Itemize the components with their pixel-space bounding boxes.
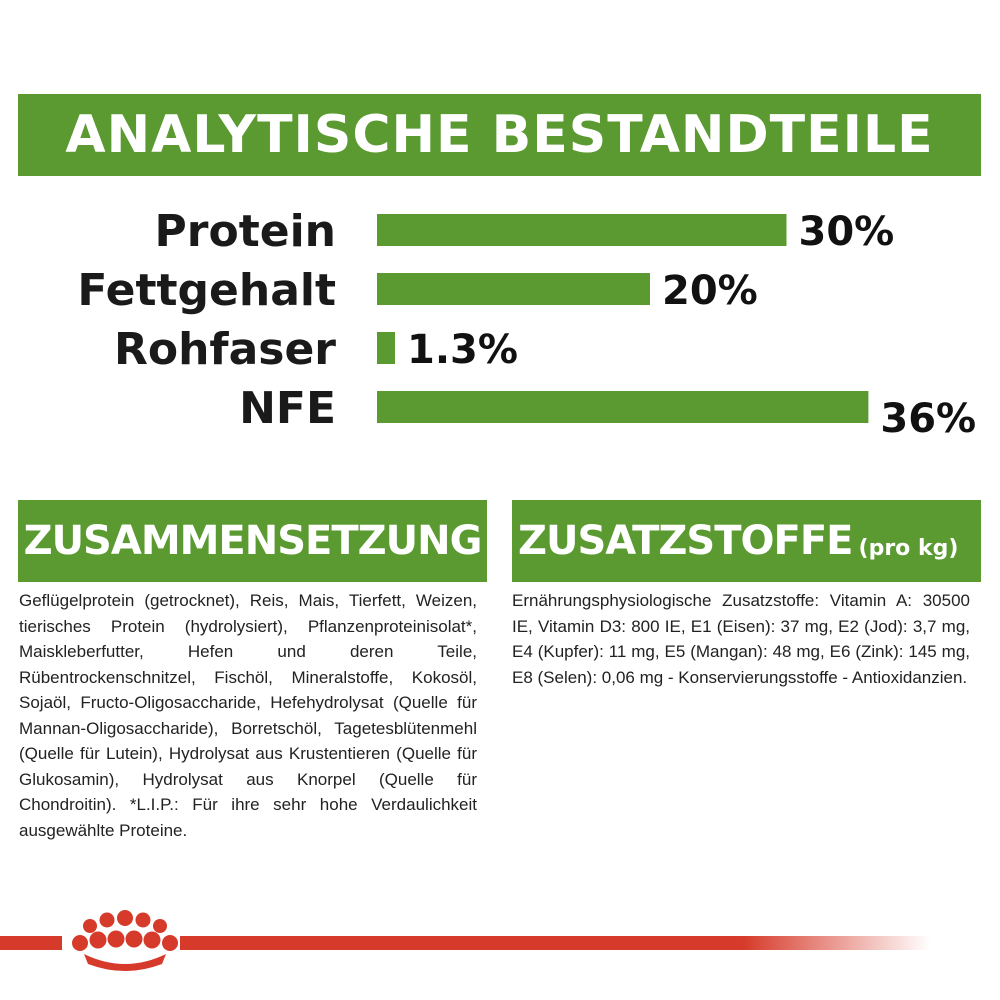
footer-line-left (0, 936, 62, 950)
composition-heading: ZUSAMMENSETZUNG (23, 518, 483, 564)
bar-nfe (377, 391, 869, 423)
category-label-fettgehalt: Fettgehalt (77, 265, 336, 316)
additives-heading: ZUSATZSTOFFE (518, 518, 854, 564)
additives-text: Ernährungsphysiologische Zusatzstoffe: V… (512, 591, 970, 687)
nutrient-bar-chart: Protein 30% Fettgehalt 20% Rohfaser 1.3% NFE 36… (77, 206, 976, 442)
composition-text: Geflügelprotein (getrocknet), Reis, Mais… (19, 591, 477, 840)
bar-fettgehalt (377, 273, 650, 305)
value-label-nfe: 36% (880, 396, 976, 442)
value-label-rohfaser: 1.3% (407, 327, 518, 373)
additives-heading-sub: (pro kg) (858, 535, 959, 561)
category-label-nfe: NFE (239, 383, 336, 434)
footer-band (0, 910, 930, 971)
title-banner: ANALYTISCHE BESTANDTEILE (18, 94, 981, 176)
category-label-protein: Protein (155, 206, 336, 257)
composition-banner: ZUSAMMENSETZUNG (18, 500, 487, 582)
bars-layer: Protein 30% Fettgehalt 20% Rohfaser 1.3% NFE 36… (77, 206, 976, 442)
value-label-fettgehalt: 20% (662, 268, 758, 314)
bar-rohfaser (377, 332, 395, 364)
value-label-protein: 30% (799, 209, 895, 255)
additives-banner: ZUSATZSTOFFE (pro kg) (512, 500, 981, 582)
crown-logo-icon (72, 910, 178, 971)
footer-line-right (180, 936, 930, 950)
bar-protein (377, 214, 787, 246)
category-label-rohfaser: Rohfaser (114, 324, 336, 375)
page-title: ANALYTISCHE BESTANDTEILE (65, 105, 934, 165)
